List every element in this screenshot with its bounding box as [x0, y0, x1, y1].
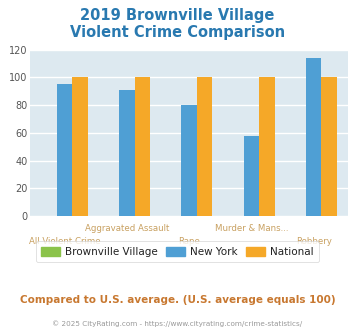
Bar — [119, 90, 135, 216]
Text: Robbery: Robbery — [296, 237, 332, 246]
Bar — [135, 77, 150, 216]
Legend: Brownville Village, New York, National: Brownville Village, New York, National — [36, 242, 319, 262]
Bar — [321, 77, 337, 216]
Bar — [72, 77, 88, 216]
Bar — [244, 136, 259, 216]
Text: Rape: Rape — [178, 237, 200, 246]
Text: © 2025 CityRating.com - https://www.cityrating.com/crime-statistics/: © 2025 CityRating.com - https://www.city… — [53, 321, 302, 327]
Bar — [57, 84, 72, 216]
Text: Murder & Mans...: Murder & Mans... — [214, 224, 288, 233]
Text: Violent Crime Comparison: Violent Crime Comparison — [70, 25, 285, 40]
Text: All Violent Crime: All Violent Crime — [29, 237, 100, 246]
Bar — [197, 77, 212, 216]
Bar — [259, 77, 275, 216]
Bar — [181, 105, 197, 216]
Text: Aggravated Assault: Aggravated Assault — [84, 224, 169, 233]
Bar — [306, 58, 321, 216]
Text: 2019 Brownville Village: 2019 Brownville Village — [80, 8, 275, 23]
Text: Compared to U.S. average. (U.S. average equals 100): Compared to U.S. average. (U.S. average … — [20, 295, 335, 305]
